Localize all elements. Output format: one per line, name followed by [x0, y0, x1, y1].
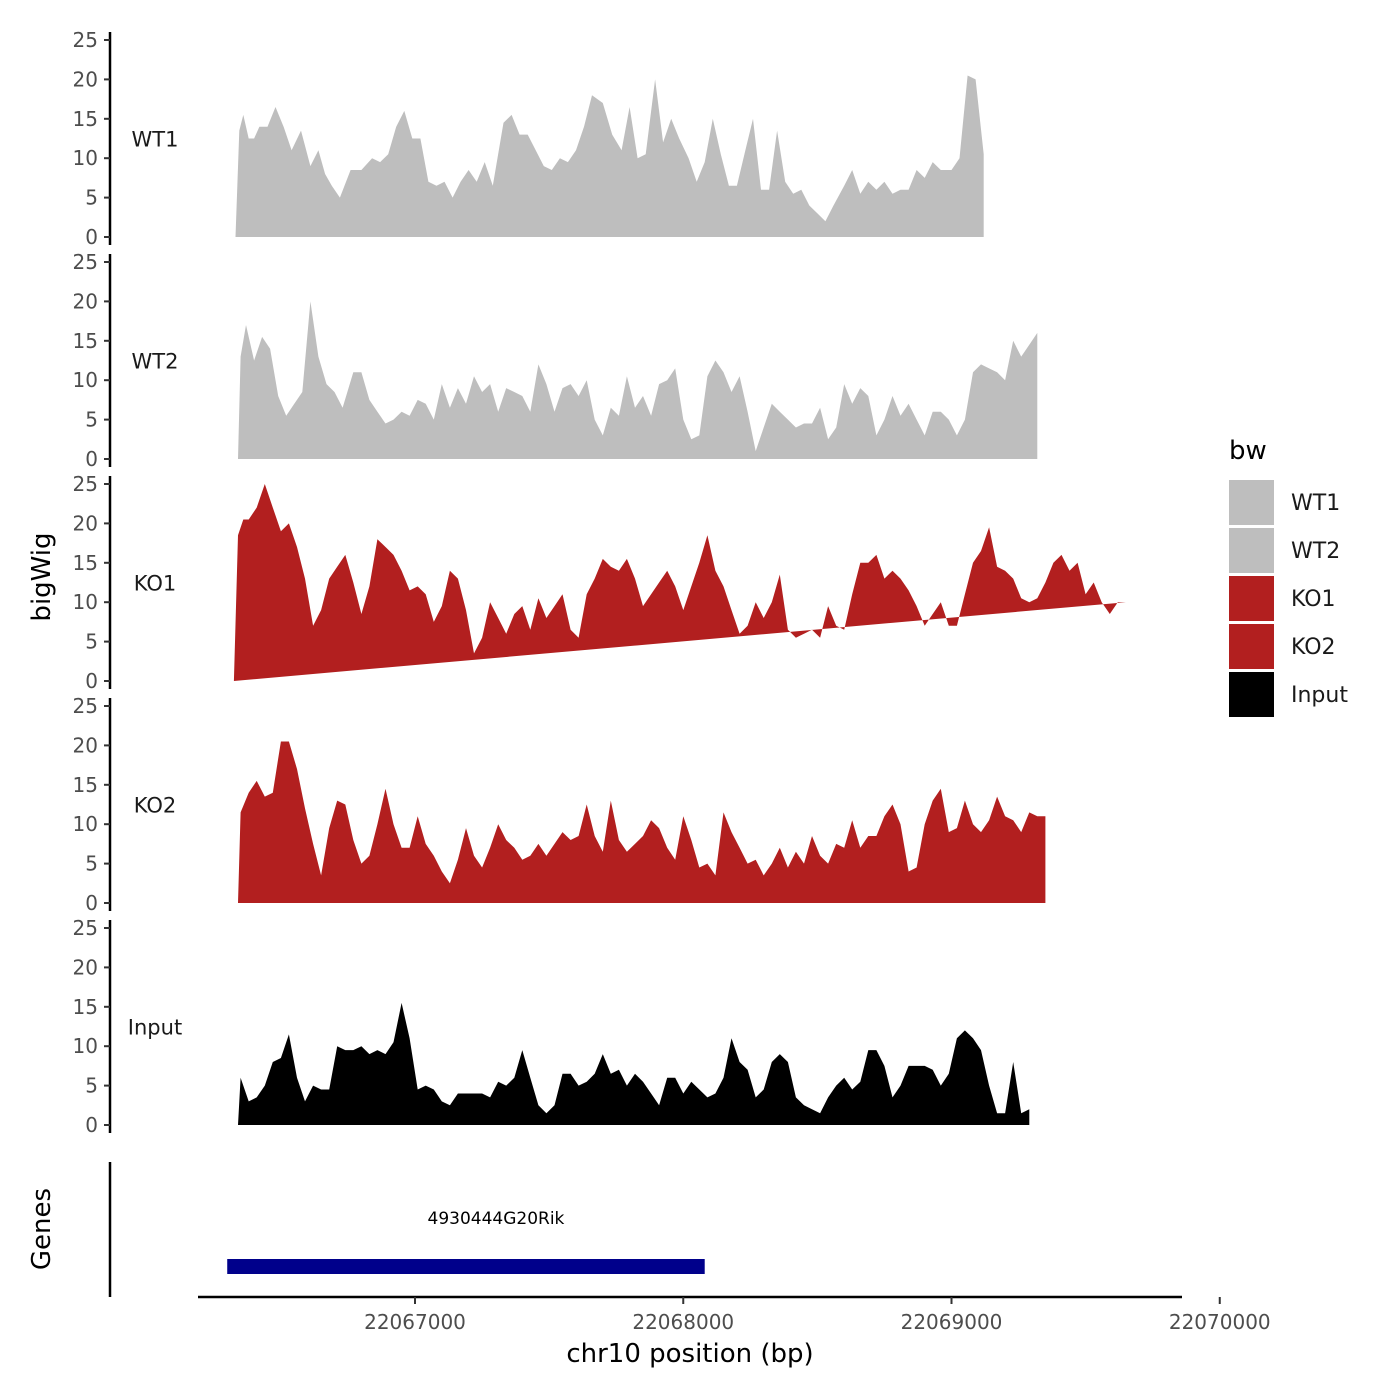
y-tick-label: 0	[85, 669, 98, 693]
track-label-KO2: KO2	[134, 794, 177, 818]
y-tick-label: 5	[85, 630, 98, 654]
y-tick-label: 25	[73, 28, 98, 52]
y-tick-label: 20	[73, 289, 98, 313]
y-tick-label: 20	[73, 67, 98, 91]
y-tick-label: 0	[85, 1113, 98, 1137]
legend-label-KO1: KO1	[1291, 587, 1336, 612]
y-tick-label: 20	[73, 733, 98, 757]
y-axis-title: bigWig	[27, 532, 57, 621]
track-label-WT1: WT1	[132, 128, 179, 152]
y-tick-label: 15	[73, 995, 98, 1019]
y-tick-label: 0	[85, 891, 98, 915]
area-WT1	[235, 75, 984, 237]
y-tick-label: 5	[85, 852, 98, 876]
legend-key-KO2	[1229, 624, 1274, 669]
y-tick-label: 15	[73, 107, 98, 131]
area-KO1	[233, 484, 1126, 681]
y-tick-label: 10	[73, 146, 98, 170]
legend-key-Input	[1229, 672, 1274, 717]
y-tick-label: 10	[73, 1034, 98, 1058]
genes-axis-title: Genes	[27, 1188, 57, 1270]
y-tick-label: 0	[85, 447, 98, 471]
track-label-KO1: KO1	[134, 572, 177, 596]
legend-label-WT1: WT1	[1291, 491, 1340, 516]
x-tick-label: 22068000	[632, 1310, 734, 1334]
legend-label-KO2: KO2	[1291, 635, 1336, 660]
x-tick-label: 22067000	[364, 1310, 466, 1334]
y-tick-label: 10	[73, 368, 98, 392]
y-tick-label: 5	[85, 408, 98, 432]
y-tick-label: 25	[73, 694, 98, 718]
y-tick-label: 0	[85, 225, 98, 249]
legend-label-Input: Input	[1291, 683, 1348, 708]
y-tick-label: 25	[73, 916, 98, 940]
y-tick-label: 15	[73, 551, 98, 575]
gene-label: 4930444G20Rik	[428, 1209, 565, 1229]
y-tick-label: 15	[73, 329, 98, 353]
x-tick-label: 22070000	[1169, 1310, 1271, 1334]
y-tick-label: 20	[73, 955, 98, 979]
y-tick-label: 20	[73, 511, 98, 535]
y-tick-label: 25	[73, 250, 98, 274]
area-WT2	[238, 301, 1038, 459]
legend-key-WT2	[1229, 528, 1274, 573]
track-label-WT2: WT2	[132, 350, 179, 374]
x-axis-title: chr10 position (bp)	[566, 1339, 813, 1369]
gene-bar-4930444G20Rik	[227, 1259, 705, 1274]
area-Input	[238, 1002, 1030, 1125]
track-label-Input: Input	[128, 1016, 182, 1040]
y-tick-label: 10	[73, 590, 98, 614]
y-tick-label: 15	[73, 773, 98, 797]
y-tick-label: 25	[73, 472, 98, 496]
y-tick-label: 5	[85, 186, 98, 210]
legend-key-WT1	[1229, 480, 1274, 525]
legend-title: bw	[1229, 436, 1267, 466]
legend-key-KO1	[1229, 576, 1274, 621]
legend-label-WT2: WT2	[1291, 539, 1340, 564]
y-tick-label: 5	[85, 1074, 98, 1098]
y-tick-label: 10	[73, 812, 98, 836]
x-tick-label: 22069000	[901, 1310, 1003, 1334]
area-KO2	[238, 741, 1046, 903]
